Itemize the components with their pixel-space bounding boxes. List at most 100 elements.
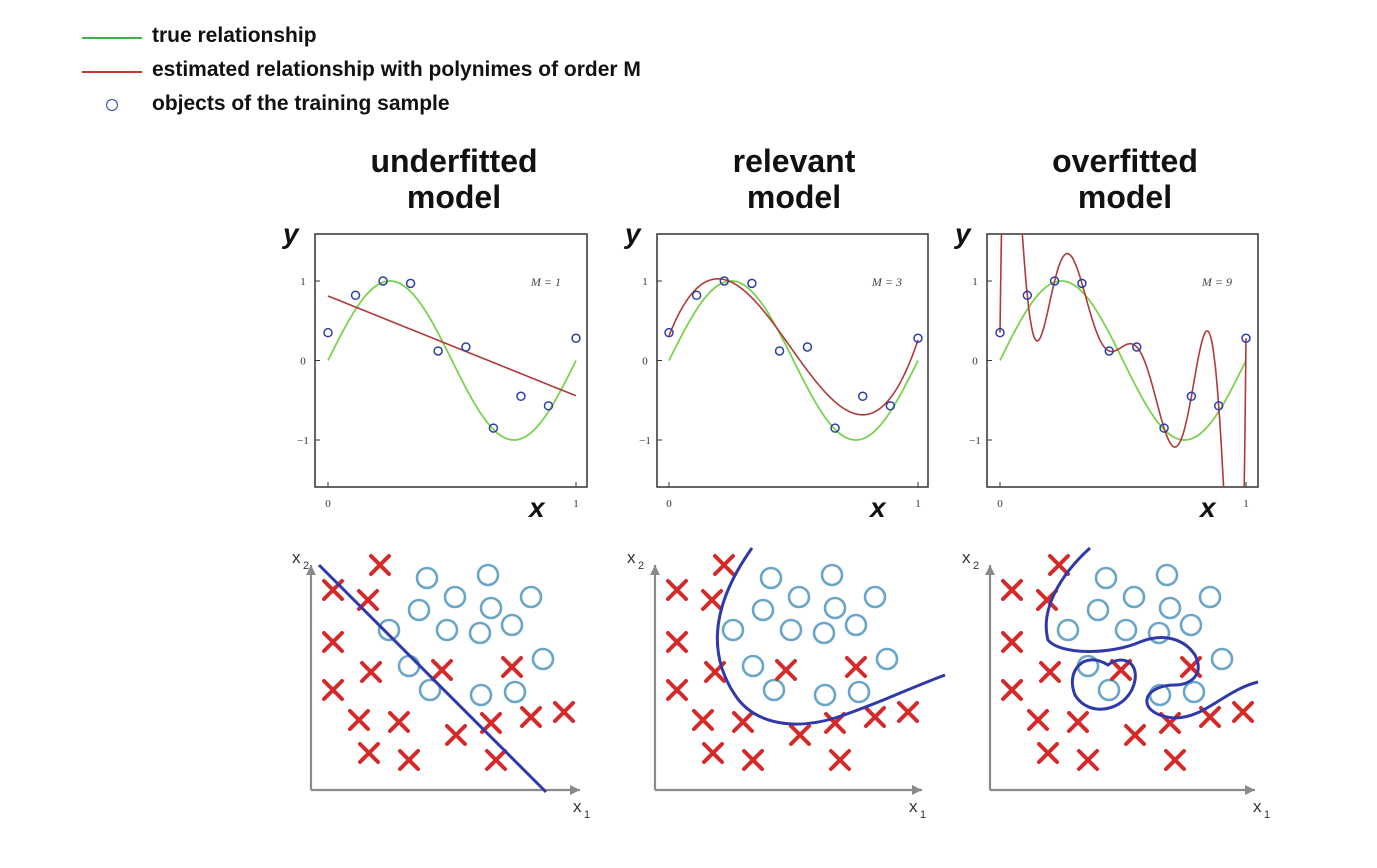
class-circle-marker (415, 566, 439, 590)
class-circle-marker (1114, 618, 1138, 642)
class-cross-marker (388, 711, 410, 733)
class-circle-marker (407, 598, 431, 622)
classification-plot-1: x 2x 1 (627, 547, 946, 821)
class-cross-marker (1067, 711, 1089, 733)
training-point (747, 278, 757, 289)
title-line: relevant (732, 143, 856, 179)
training-point (1186, 391, 1197, 402)
class-circle-marker (468, 621, 492, 645)
x-tick-label: 0 (325, 498, 331, 510)
class-cross-marker (1027, 709, 1049, 731)
class-cross-marker (369, 554, 391, 576)
class-circle-marker (1158, 596, 1182, 620)
training-point (571, 333, 581, 343)
x2-axis-label: x (627, 548, 636, 567)
class-circle-marker (1056, 618, 1080, 642)
training-point (802, 342, 813, 352)
class-circle-marker (397, 654, 421, 678)
class-cross-marker (445, 724, 467, 746)
x-tick-label: 1 (1243, 498, 1249, 510)
y-tick-label: −1 (297, 435, 309, 447)
training-point (691, 290, 702, 301)
panel-title-overfitted: overfitted model (995, 143, 1255, 215)
class-circle-marker (812, 621, 836, 645)
true-curve (668, 280, 919, 441)
plot-frame (314, 233, 588, 488)
x1-arrow-icon (570, 785, 580, 795)
y-tick-label: −1 (639, 435, 651, 447)
class-circle-marker (823, 596, 847, 620)
class-circle-marker (721, 618, 745, 642)
class-cross-marker (1110, 659, 1132, 681)
y-tick-label: 0 (972, 356, 978, 368)
class-cross-marker (398, 749, 420, 771)
training-point (857, 391, 868, 402)
classification-plot-2: x 2x 1 (962, 546, 1270, 821)
class-circle-marker (844, 613, 868, 637)
class-circle-marker (1086, 598, 1110, 622)
y-axis-label: y (281, 218, 300, 249)
x1-axis-label: x (1253, 797, 1262, 816)
red-line-icon (82, 71, 142, 73)
class-cross-marker (1048, 554, 1070, 576)
regression-plot-2: 1 0 −1 0 1 y x M = 9 (953, 218, 1259, 523)
training-point (516, 391, 526, 402)
y-tick-label: −1 (969, 435, 981, 447)
class-circle-marker (1155, 563, 1179, 587)
class-circle-marker (1122, 585, 1146, 609)
class-cross-marker (520, 706, 542, 728)
y-tick-label: 1 (300, 276, 306, 288)
x1-arrow-icon (912, 785, 922, 795)
class-circle-marker (500, 613, 524, 637)
legend-label: estimated relationship with polynimes of… (152, 58, 641, 81)
regression-plot-0: 1 0 −1 0 1 y x M = 1 (281, 218, 588, 523)
class-circle-marker (479, 596, 503, 620)
class-cross-marker (553, 701, 575, 723)
class-circle-marker (1198, 585, 1222, 609)
training-point (719, 276, 730, 286)
fitted-curve (668, 278, 919, 416)
training-point (323, 327, 333, 338)
fitted-curve (327, 295, 577, 397)
panel-title-relevant: relevant model (664, 143, 924, 215)
class-circle-marker (1210, 647, 1234, 671)
legend-label: objects of the training sample (152, 92, 450, 115)
class-cross-marker (431, 659, 453, 681)
class-cross-marker (358, 742, 380, 764)
class-cross-marker (666, 679, 688, 701)
class-cross-marker (1077, 749, 1099, 771)
m-order-label: M = 9 (1201, 275, 1232, 289)
class-cross-marker (1164, 749, 1186, 771)
class-circle-marker (779, 618, 803, 642)
training-point (461, 342, 471, 352)
training-point (995, 327, 1005, 338)
class-circle-marker (531, 647, 555, 671)
classification-plot-0: x 2x 1 (292, 548, 590, 821)
class-cross-marker (864, 706, 886, 728)
title-line: overfitted (1052, 143, 1198, 179)
class-circle-marker (418, 678, 442, 702)
training-point (1241, 333, 1251, 343)
y-tick-label: 0 (300, 356, 306, 368)
class-cross-marker (1001, 579, 1023, 601)
class-circle-marker (847, 680, 871, 704)
legend-label: true relationship (152, 24, 317, 47)
panel-title-underfitted: underfitted model (324, 143, 584, 215)
class-cross-marker (829, 749, 851, 771)
x-axis-label: x (868, 492, 887, 523)
class-cross-marker (732, 711, 754, 733)
class-circle-marker (435, 618, 459, 642)
class-circle-marker (863, 585, 887, 609)
class-circle-marker (1147, 621, 1171, 645)
training-point (405, 278, 416, 289)
training-point (350, 290, 361, 301)
true-curve (327, 280, 577, 441)
class-cross-marker (1039, 661, 1061, 683)
class-cross-marker (501, 656, 523, 678)
training-point (664, 327, 674, 338)
class-cross-marker (1001, 679, 1023, 701)
x2-axis-subscript: 2 (973, 560, 979, 572)
class-cross-marker (485, 749, 507, 771)
y-tick-label: 1 (972, 276, 978, 288)
